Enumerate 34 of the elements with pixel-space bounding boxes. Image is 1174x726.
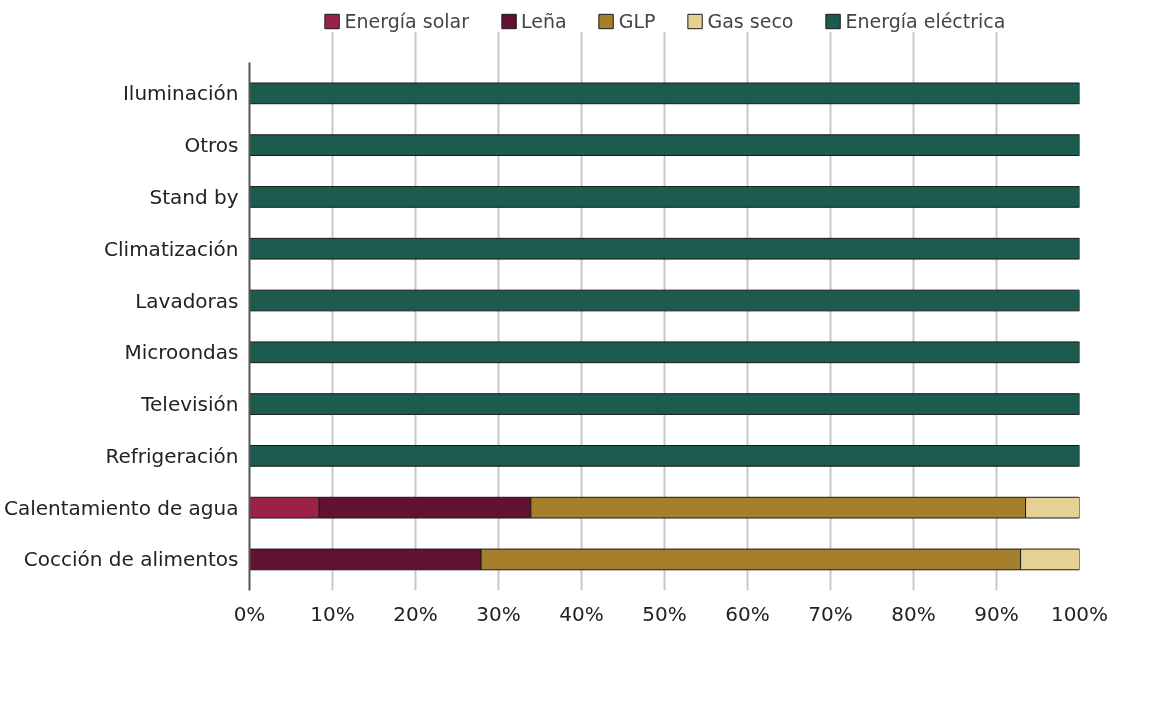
legend-label: Leña — [521, 10, 567, 32]
x-tick-label: 20% — [393, 601, 438, 626]
y-tick-label: Cocción de alimentos — [23, 547, 239, 572]
bar — [249, 186, 1080, 208]
bar — [249, 341, 1080, 364]
legend-label: GLP — [618, 10, 656, 32]
x-tick-label: 40% — [559, 601, 604, 626]
bar — [249, 393, 1080, 415]
y-tick-label: Televisión — [140, 392, 239, 417]
bar — [249, 237, 1080, 260]
x-tick-label: 30% — [476, 601, 521, 626]
x-tick-label: 60% — [725, 601, 770, 626]
x-tick-label: 80% — [891, 601, 936, 626]
y-tick-label: Iluminación — [122, 81, 239, 106]
x-tick-label: 100% — [1050, 601, 1109, 626]
x-tick-label: 50% — [642, 601, 687, 626]
bar — [249, 289, 1080, 312]
y-tick-label: Otros — [184, 133, 239, 158]
y-tick-label: Calentamiento de agua — [3, 495, 239, 520]
legend-label: Energía eléctrica — [845, 10, 1006, 32]
legend-label: Gas seco — [707, 10, 794, 32]
y-tick-label: Lavadoras — [135, 288, 239, 313]
x-tick-label: 0% — [233, 601, 266, 626]
y-tick-label: Stand by — [149, 184, 239, 209]
y-tick-label: Climatización — [104, 236, 239, 261]
bar — [249, 134, 1080, 156]
y-tick-label: Microondas — [124, 340, 239, 365]
bar — [249, 445, 1080, 467]
x-tick-label: 10% — [310, 601, 355, 626]
x-tick-label: 70% — [808, 601, 853, 626]
y-tick-label: Refrigeración — [105, 443, 239, 468]
x-tick-label: 90% — [974, 601, 1019, 626]
legend-label: Energía solar — [344, 10, 470, 32]
bar — [249, 82, 1080, 105]
